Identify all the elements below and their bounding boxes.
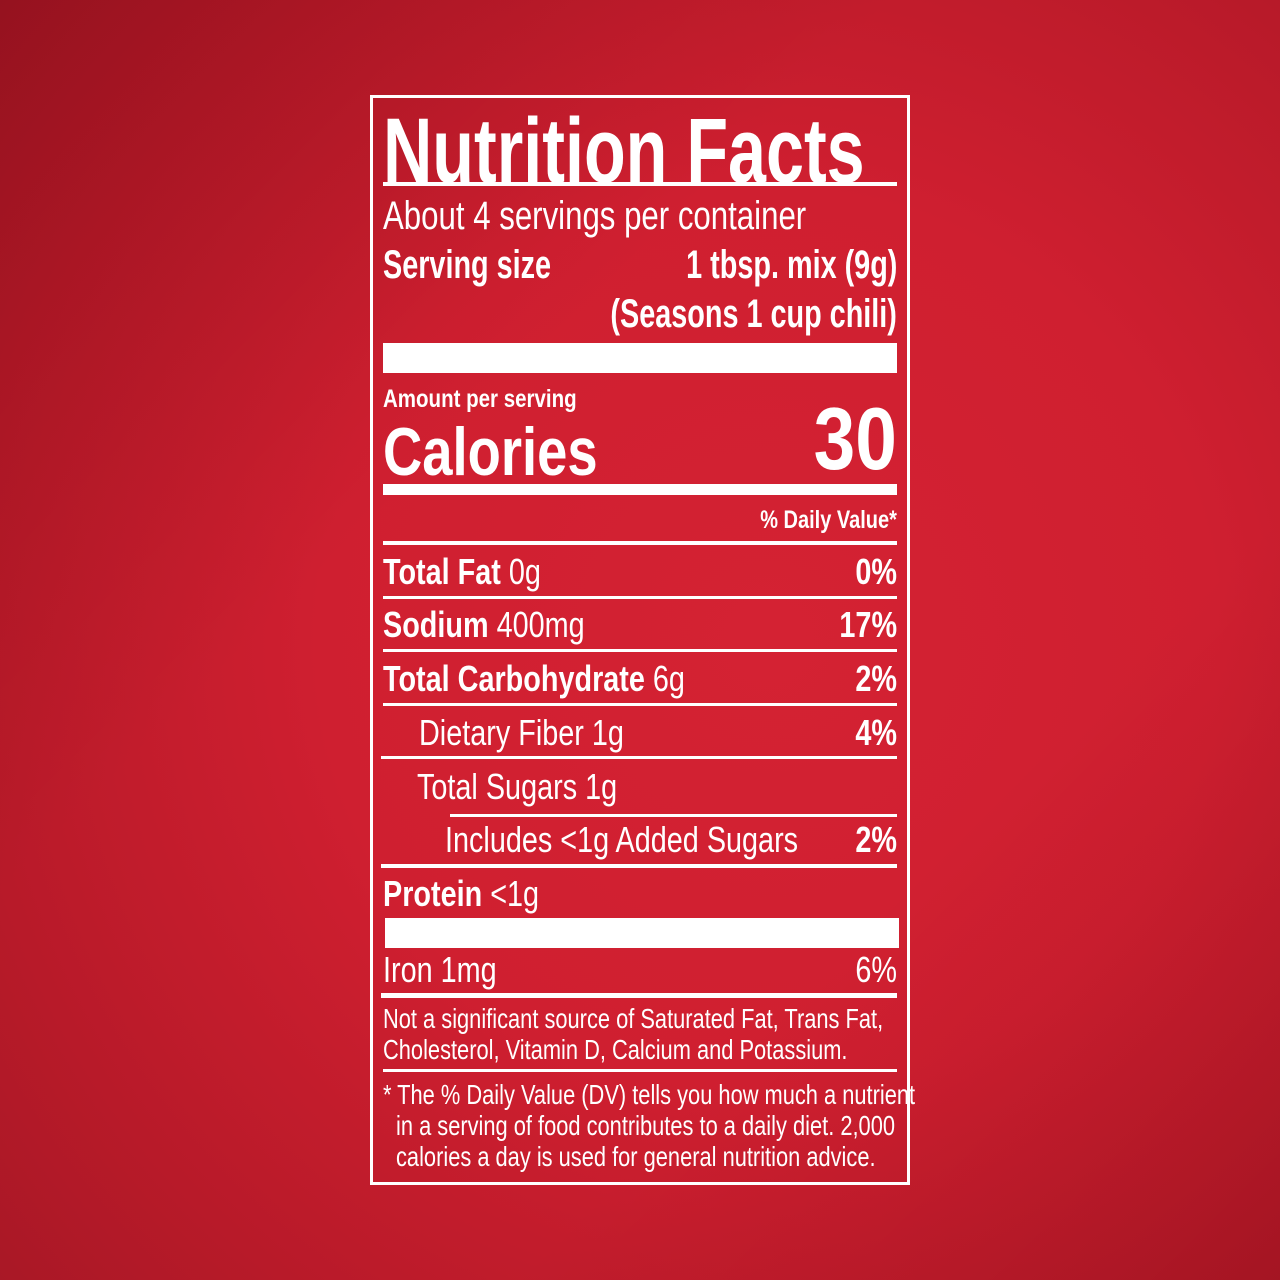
nutrient-name: Sodium <box>383 604 489 645</box>
nutrition-facts-label: Nutrition Facts About 4 servings per con… <box>370 95 915 1185</box>
serving-size-note: (Seasons 1 cup chili) <box>610 292 897 336</box>
divider <box>383 703 897 706</box>
label-title: Nutrition Facts <box>383 100 865 202</box>
divider <box>383 182 897 186</box>
footnote-line: in a serving of food contributes to a da… <box>396 1110 895 1141</box>
not-significant-line: Not a significant source of Saturated Fa… <box>383 1003 884 1034</box>
nutrient-amount: 0g <box>508 551 541 592</box>
nutrient-amount: <1g <box>490 873 540 914</box>
nutrient-added-sugars: Includes <1g Added Sugars <box>445 819 799 860</box>
not-significant-line: Cholesterol, Vitamin D, Calcium and Pota… <box>383 1034 848 1065</box>
nutrient-amount: 6g <box>652 658 685 699</box>
mineral-dv: 6% <box>855 949 897 990</box>
thick-divider <box>383 343 897 373</box>
divider <box>450 814 897 817</box>
medium-divider <box>381 993 897 998</box>
nutrient-total-fat: Total Fat 0g <box>383 554 541 590</box>
nutrient-dv: 0% <box>855 551 897 592</box>
divider <box>383 541 897 545</box>
nutrient-name: Protein <box>383 873 483 914</box>
serving-size-value: 1 tbsp. mix (9g) <box>685 243 897 287</box>
nutrient-name: Total Fat <box>383 551 501 592</box>
nutrient-name: Total Carbohydrate <box>383 658 645 699</box>
divider <box>381 864 897 868</box>
calories-value: 30 <box>813 389 897 488</box>
divider <box>381 756 897 759</box>
thick-divider <box>385 918 899 948</box>
footnote-line: calories a day is used for general nutri… <box>396 1141 876 1172</box>
nutrient-total-carbohydrate: Total Carbohydrate 6g <box>383 661 685 697</box>
divider <box>383 649 897 652</box>
nutrient-amount: 400mg <box>496 604 585 645</box>
nutrient-sodium: Sodium 400mg <box>383 607 585 643</box>
footnote-line: * The % Daily Value (DV) tells you how m… <box>383 1079 916 1110</box>
divider <box>383 596 897 599</box>
nutrient-dietary-fiber: Dietary Fiber 1g <box>419 712 624 753</box>
serving-size-label: Serving size <box>383 243 552 287</box>
nutrient-total-sugars: Total Sugars 1g <box>417 766 618 807</box>
calories-label: Calories <box>383 414 598 490</box>
nutrient-protein: Protein <1g <box>383 876 539 912</box>
nutrient-dv: 17% <box>839 604 897 645</box>
nutrient-dv: 4% <box>855 712 897 753</box>
amount-per-serving: Amount per serving <box>383 385 577 413</box>
mineral-iron: Iron 1mg <box>383 949 497 990</box>
divider <box>383 1069 897 1072</box>
medium-divider <box>383 484 897 495</box>
nutrient-dv: 2% <box>855 658 897 699</box>
servings-per-container: About 4 servings per container <box>383 194 807 238</box>
daily-value-header: % Daily Value* <box>760 506 897 534</box>
nutrient-dv: 2% <box>855 819 897 860</box>
